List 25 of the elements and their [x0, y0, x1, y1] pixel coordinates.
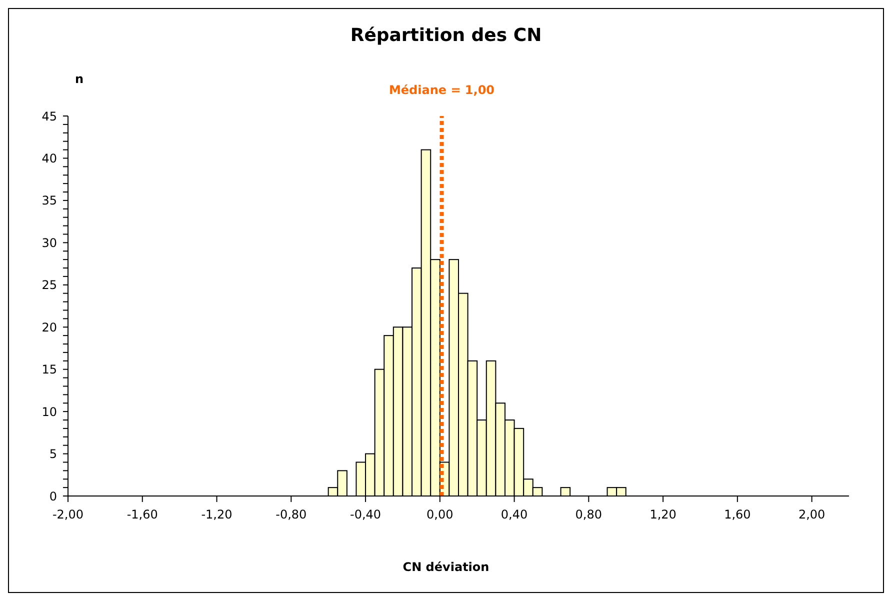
chart-title: Répartition des CN	[349, 25, 543, 46]
y-tick-label: 25	[42, 278, 57, 292]
y-tick-label: 5	[49, 447, 57, 462]
y-tick-label: 15	[42, 362, 57, 377]
y-tick-label: 40	[42, 151, 57, 166]
y-tick-label: 35	[42, 194, 57, 208]
y-tick-label: 20	[42, 320, 57, 334]
x-tick-label: -2,00	[52, 508, 84, 522]
y-tick-label: 10	[42, 404, 57, 419]
x-tick-label: 1,60	[724, 508, 751, 522]
x-tick-label: 2,00	[798, 508, 826, 522]
x-tick-label: -0,80	[276, 508, 307, 522]
x-tick-label: 0,00	[426, 508, 454, 522]
x-tick-label: 1,20	[650, 508, 676, 522]
ref-line-label: Médiane = 1,00	[388, 83, 495, 97]
x-tick-label: 0,80	[575, 508, 602, 522]
y-axis-title: n	[75, 72, 84, 86]
y-tick-label: 45	[42, 109, 57, 124]
y-tick-label: 30	[42, 236, 57, 250]
x-tick-label: 0,40	[500, 508, 528, 522]
y-tick-label: 0	[49, 489, 57, 504]
x-tick-label: -1,60	[126, 508, 158, 522]
x-tick-label: -0,40	[350, 508, 382, 522]
x-axis-title: CN déviation	[402, 560, 490, 574]
x-tick-label: -1,20	[201, 508, 232, 522]
